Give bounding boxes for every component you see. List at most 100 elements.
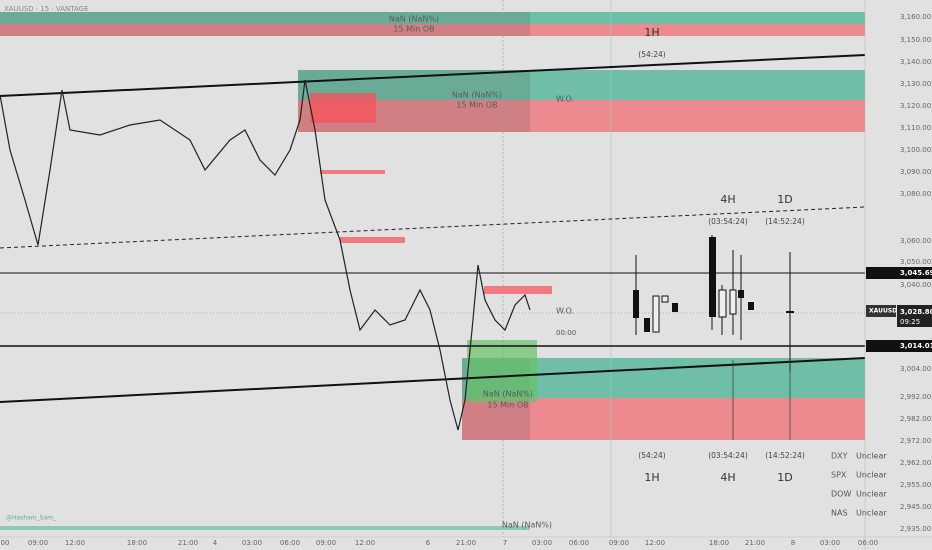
zone-shade	[0, 12, 530, 36]
price-axis: 3,160.00 3,150.00 3,140.00 3,130.00 3,120.00…	[900, 13, 931, 533]
price-label: 3,140.00	[900, 58, 931, 66]
time-label: 06:00	[569, 539, 589, 547]
price-label: 3,080.00	[900, 190, 931, 198]
time-label: 8	[791, 539, 795, 547]
ticker: DOW	[831, 490, 851, 499]
price-badge-text: 3,028.80	[900, 308, 932, 316]
zone-value: NaN (NaN%)	[483, 390, 533, 399]
time-label: 18:00	[709, 539, 729, 547]
price-label: 2,992.00	[900, 393, 931, 401]
tf-timer: (54:24)	[638, 451, 666, 460]
time-label: 09:00	[316, 539, 336, 547]
tf-name: 4H	[720, 193, 735, 206]
trend-line	[0, 54, 866, 97]
price-label: 3,040.00	[900, 281, 931, 289]
time-label: 03:00	[820, 539, 840, 547]
time-label: 7	[503, 539, 507, 547]
price-label: 3,160.00	[900, 13, 931, 21]
price-label: 3,120.00	[900, 102, 931, 110]
wo-marker: W.O.	[556, 307, 574, 316]
zone-green	[298, 70, 865, 100]
bottom-bar	[0, 526, 530, 530]
tf-timer: (54:24)	[638, 50, 666, 59]
time-label: 4	[213, 539, 218, 547]
price-label: 3,130.00	[900, 80, 931, 88]
fvg-red	[340, 237, 405, 243]
price-badge	[866, 267, 932, 279]
tf-name: 1H	[644, 471, 659, 484]
ticker: NAS	[831, 509, 848, 518]
price-label: 3,060.00	[900, 237, 931, 245]
time-label: 03:00	[532, 539, 552, 547]
time-label: 06:00	[858, 539, 878, 547]
price-label: 2,982.00	[900, 415, 931, 423]
status: Unclear	[856, 490, 887, 499]
tf-name: 4H	[720, 471, 735, 484]
price-label: 2,972.00	[900, 437, 931, 445]
htf-candles	[633, 235, 794, 440]
countdown: 09:25	[900, 318, 920, 326]
tf-timer: (14:52:24)	[765, 451, 805, 460]
zone-red	[298, 100, 865, 132]
time-label: 09:00	[609, 539, 629, 547]
tf-name: 1D	[777, 471, 792, 484]
time-label: 12:00	[355, 539, 375, 547]
price-label: 3,110.00	[900, 124, 931, 132]
symbol-badge	[866, 305, 896, 317]
price-label: 3,090.00	[900, 168, 931, 176]
tf-name: 1H	[644, 26, 659, 39]
time-label: 21:00	[178, 539, 198, 547]
trend-line	[0, 357, 866, 403]
status: Unclear	[856, 452, 887, 461]
price-label: 3,004.00	[900, 365, 931, 373]
price-badge	[866, 340, 932, 352]
time-label: 12:00	[65, 539, 85, 547]
zone-value: NaN (NaN%)	[389, 15, 439, 24]
zone-red	[310, 93, 376, 123]
fvg-red	[320, 170, 385, 174]
time-label: 21:00	[745, 539, 765, 547]
status: Unclear	[856, 471, 887, 480]
midnight-marker: 00:00	[556, 329, 576, 337]
zone-label: 15 Min OB	[487, 401, 528, 410]
correlation-table: DXY Unclear SPX Unclear DOW Unclear NAS …	[831, 452, 887, 518]
zone-red	[462, 398, 865, 440]
price-label: 2,955.00	[900, 481, 931, 489]
price-badge-text: 3,045.69	[900, 269, 932, 277]
time-axis: 00 09:00 12:00 18:00 21:00 4 03:00 06:00 09:00 12…	[1, 539, 879, 547]
price-label: 2,935.00	[900, 525, 931, 533]
price-label: 2,962.00	[900, 459, 931, 467]
watermark: @Hasham_Sam_	[6, 515, 57, 522]
bottom-value: NaN (NaN%)	[502, 521, 552, 530]
price-path	[0, 79, 531, 431]
ticker: SPX	[831, 471, 847, 480]
time-label: 21:00	[456, 539, 476, 547]
tf-timer: (14:52:24)	[765, 217, 805, 226]
price-label: 2,945.00	[900, 503, 931, 511]
time-label: 18:00	[127, 539, 147, 547]
status: Unclear	[856, 509, 887, 518]
zone-label: 15 Min OB	[456, 101, 497, 110]
price-badge	[897, 305, 932, 327]
tf-name: 1D	[777, 193, 792, 206]
price-label: 3,100.00	[900, 146, 931, 154]
time-label: 03:00	[242, 539, 262, 547]
tf-timer: (03:54:24)	[708, 217, 748, 226]
price-label: 3,050.00	[900, 258, 931, 266]
time-label: 6	[426, 539, 431, 547]
tf-timer: (03:54:24)	[708, 451, 748, 460]
price-badge-text: 3,014.01	[900, 342, 932, 350]
zone-green	[0, 12, 865, 24]
symbol-header: XAUUSD · 15 · VANTAGE	[4, 5, 89, 13]
price-label: 3,150.00	[900, 36, 931, 44]
zone-tag: W.O.	[556, 95, 574, 104]
ticker: DXY	[831, 452, 848, 461]
fvg-red	[484, 286, 552, 294]
symbol-badge-text: XAUUSD	[869, 308, 897, 315]
time-label: 12:00	[645, 539, 665, 547]
fvg-green	[467, 340, 537, 402]
time-label: 09:00	[28, 539, 48, 547]
time-label: 06:00	[280, 539, 300, 547]
zone-red	[0, 24, 865, 36]
